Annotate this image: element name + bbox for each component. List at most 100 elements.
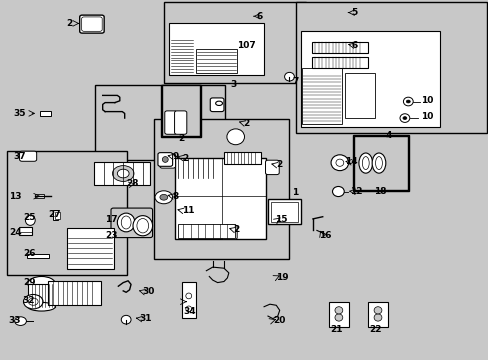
Text: 37: 37 xyxy=(14,152,26,161)
Bar xyxy=(367,302,387,327)
Ellipse shape xyxy=(112,166,134,181)
Ellipse shape xyxy=(358,153,372,173)
Ellipse shape xyxy=(334,314,342,321)
Ellipse shape xyxy=(121,315,131,324)
Bar xyxy=(295,2,486,133)
Text: 2: 2 xyxy=(275,161,282,169)
Ellipse shape xyxy=(332,186,344,197)
Text: 19: 19 xyxy=(276,273,288,282)
Text: 10: 10 xyxy=(421,96,433,105)
Ellipse shape xyxy=(28,298,38,305)
FancyBboxPatch shape xyxy=(210,98,224,112)
Ellipse shape xyxy=(160,194,167,200)
FancyBboxPatch shape xyxy=(80,15,104,33)
Ellipse shape xyxy=(284,72,294,81)
Bar xyxy=(48,281,101,305)
FancyBboxPatch shape xyxy=(81,17,102,31)
FancyBboxPatch shape xyxy=(265,160,279,175)
FancyBboxPatch shape xyxy=(160,154,175,168)
Bar xyxy=(302,68,342,124)
Text: 33: 33 xyxy=(9,316,21,325)
Bar xyxy=(353,136,407,190)
Text: 26: 26 xyxy=(23,249,36,258)
Ellipse shape xyxy=(28,302,55,311)
Bar xyxy=(28,284,55,307)
Ellipse shape xyxy=(162,157,168,162)
Text: 28: 28 xyxy=(126,179,139,188)
Bar xyxy=(154,119,288,259)
Bar xyxy=(175,158,265,239)
Text: 18: 18 xyxy=(373,187,386,196)
Bar xyxy=(27,254,49,258)
Text: 11: 11 xyxy=(182,206,194,215)
Text: 107: 107 xyxy=(237,40,255,49)
Bar xyxy=(53,210,58,220)
Ellipse shape xyxy=(155,191,172,204)
Text: 31: 31 xyxy=(139,314,152,323)
Ellipse shape xyxy=(28,276,55,291)
Text: 8: 8 xyxy=(172,192,178,201)
Text: 9: 9 xyxy=(172,152,178,161)
Text: 10: 10 xyxy=(421,112,433,121)
Bar xyxy=(300,31,439,127)
Text: 7: 7 xyxy=(292,77,298,85)
Ellipse shape xyxy=(334,307,342,314)
Text: 2: 2 xyxy=(66,19,72,28)
Text: 15: 15 xyxy=(274,215,287,224)
FancyBboxPatch shape xyxy=(111,208,152,238)
Text: 25: 25 xyxy=(23,213,36,222)
Text: 24: 24 xyxy=(9,228,21,237)
Bar xyxy=(163,2,305,83)
Ellipse shape xyxy=(117,169,129,178)
Text: 20: 20 xyxy=(272,316,285,325)
Bar xyxy=(19,227,32,235)
Bar xyxy=(311,57,367,68)
Text: 13: 13 xyxy=(9,192,21,201)
Text: 35: 35 xyxy=(14,109,26,118)
Text: 6: 6 xyxy=(350,40,357,49)
Ellipse shape xyxy=(375,157,382,170)
FancyBboxPatch shape xyxy=(158,153,172,166)
Text: 29: 29 xyxy=(23,278,36,287)
Bar xyxy=(195,49,237,73)
Bar xyxy=(352,135,408,191)
Text: 2: 2 xyxy=(243,118,249,127)
Bar xyxy=(95,85,224,160)
Ellipse shape xyxy=(402,117,406,120)
Text: 3: 3 xyxy=(230,80,236,89)
Bar xyxy=(344,73,374,118)
Bar xyxy=(182,282,195,318)
Ellipse shape xyxy=(406,100,409,103)
Ellipse shape xyxy=(117,213,135,232)
Text: 4: 4 xyxy=(385,130,391,139)
Ellipse shape xyxy=(121,216,131,229)
Ellipse shape xyxy=(185,306,191,312)
FancyBboxPatch shape xyxy=(221,225,237,239)
Text: 6: 6 xyxy=(256,12,263,21)
Ellipse shape xyxy=(185,293,191,299)
Text: 27: 27 xyxy=(48,210,61,219)
Bar xyxy=(311,42,367,53)
Ellipse shape xyxy=(25,215,35,225)
FancyBboxPatch shape xyxy=(20,151,37,161)
Bar xyxy=(161,85,201,137)
Bar xyxy=(55,212,60,219)
Text: 17: 17 xyxy=(105,215,118,224)
Text: 2: 2 xyxy=(233,225,240,234)
Bar xyxy=(224,152,260,164)
Text: 2: 2 xyxy=(182,154,188,163)
Ellipse shape xyxy=(373,314,381,321)
Ellipse shape xyxy=(137,219,148,233)
Ellipse shape xyxy=(330,155,348,171)
FancyBboxPatch shape xyxy=(174,111,186,134)
Bar xyxy=(94,162,150,185)
Text: 5: 5 xyxy=(350,8,357,17)
Ellipse shape xyxy=(215,101,222,105)
Bar xyxy=(35,194,44,198)
Ellipse shape xyxy=(371,153,385,173)
Text: 16: 16 xyxy=(318,231,331,240)
Text: 21: 21 xyxy=(329,325,342,334)
Ellipse shape xyxy=(373,307,381,314)
Text: 14: 14 xyxy=(344,157,357,166)
Bar xyxy=(40,111,51,116)
